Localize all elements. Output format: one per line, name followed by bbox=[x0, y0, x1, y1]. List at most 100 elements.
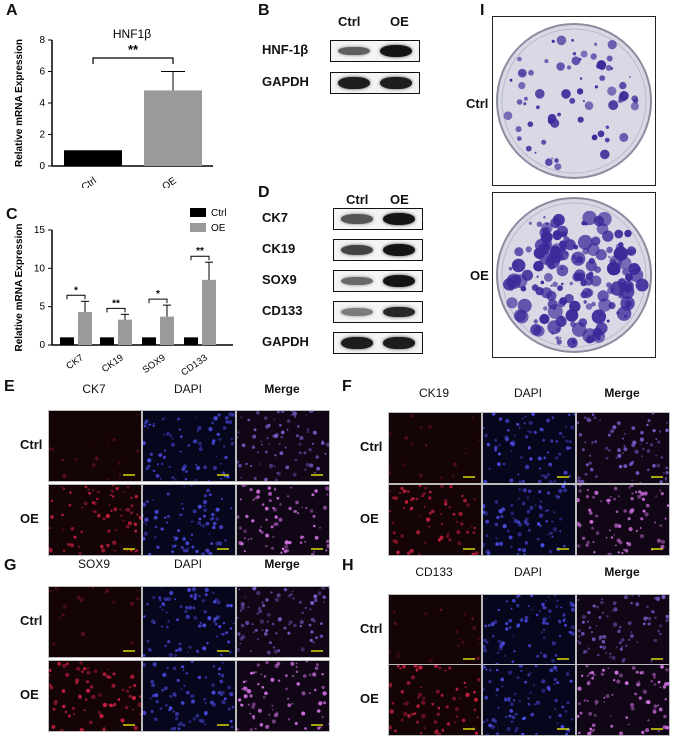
cell-dot bbox=[243, 686, 248, 691]
cell-dot bbox=[545, 600, 547, 602]
cell-dot bbox=[268, 499, 272, 503]
dish-ctrl-colony bbox=[528, 69, 534, 76]
if-h-ctrl-dapi-image bbox=[482, 594, 576, 666]
cell-dot bbox=[444, 502, 448, 506]
dish-ctrl-colony bbox=[551, 39, 555, 43]
cell-dot bbox=[416, 670, 419, 673]
micrograph-background bbox=[389, 413, 481, 483]
cell-dot bbox=[631, 595, 634, 597]
dish-oe-colony bbox=[560, 282, 564, 286]
cell-dot bbox=[559, 621, 561, 624]
cell-dot bbox=[195, 714, 200, 718]
cell-dot bbox=[449, 485, 453, 489]
micrograph-background bbox=[389, 595, 481, 665]
cell-dot bbox=[389, 509, 392, 513]
dish-oe-colony bbox=[606, 246, 613, 254]
cell-dot bbox=[274, 454, 277, 457]
cell-dot bbox=[68, 503, 72, 507]
cell-dot bbox=[525, 522, 530, 526]
cell-dot bbox=[618, 540, 623, 545]
cell-dot bbox=[218, 625, 222, 629]
cell-dot bbox=[301, 691, 306, 696]
panel-label-g: G bbox=[4, 557, 17, 574]
cell-dot bbox=[216, 600, 221, 605]
cell-dot bbox=[290, 661, 295, 666]
cell-dot bbox=[113, 507, 118, 512]
cell-dot bbox=[62, 663, 67, 668]
cell-dot bbox=[582, 536, 586, 540]
cell-dot bbox=[507, 428, 510, 432]
cell-dot bbox=[128, 694, 132, 698]
chart-c-bar-cd133-oe bbox=[202, 279, 216, 345]
cell-dot bbox=[113, 549, 116, 552]
cell-dot bbox=[613, 486, 618, 491]
cell-dot bbox=[218, 541, 223, 546]
cell-dot bbox=[309, 608, 312, 611]
dish-ctrl-colony bbox=[525, 145, 532, 152]
cell-dot bbox=[150, 679, 154, 684]
cell-dot bbox=[229, 719, 233, 723]
cell-dot bbox=[219, 525, 224, 530]
cell-dot bbox=[240, 623, 245, 628]
cell-dot bbox=[601, 668, 605, 672]
cell-dot bbox=[409, 549, 414, 553]
cell-dot bbox=[310, 617, 315, 622]
dish-ctrl-colony bbox=[619, 132, 629, 142]
cell-dot bbox=[650, 680, 653, 683]
cell-dot bbox=[277, 411, 280, 414]
cell-dot bbox=[483, 511, 489, 516]
cell-dot bbox=[306, 428, 309, 431]
dish-oe-colony bbox=[539, 251, 553, 265]
cell-dot bbox=[88, 491, 91, 495]
dish-oe-colony bbox=[569, 281, 573, 286]
dish-ctrl-colony bbox=[556, 62, 565, 71]
cell-dot bbox=[548, 462, 553, 467]
cell-dot bbox=[510, 607, 513, 610]
cell-dot bbox=[98, 693, 102, 697]
chart-a-ytick-label: 0 bbox=[39, 161, 45, 172]
cell-dot bbox=[588, 711, 593, 716]
cell-dot bbox=[50, 499, 54, 503]
cell-dot bbox=[666, 422, 668, 424]
dish-ctrl-colony bbox=[534, 151, 537, 154]
cell-dot bbox=[556, 681, 560, 685]
cell-dot bbox=[431, 509, 435, 514]
cell-dot bbox=[272, 708, 274, 711]
dish-ctrl-colony bbox=[576, 88, 584, 95]
dish-ctrl-colony bbox=[544, 59, 549, 64]
cell-dot bbox=[581, 674, 584, 677]
if-g-oe-marker-image bbox=[48, 660, 142, 732]
cell-dot bbox=[640, 431, 644, 435]
cell-dot bbox=[584, 416, 587, 419]
cell-dot bbox=[276, 471, 279, 475]
cell-dot bbox=[484, 433, 488, 438]
cell-dot bbox=[252, 498, 255, 501]
cell-dot bbox=[597, 653, 600, 657]
cell-dot bbox=[431, 702, 435, 706]
cell-dot bbox=[523, 716, 527, 720]
cell-dot bbox=[147, 423, 151, 426]
dish-oe-colony bbox=[570, 321, 576, 328]
cell-dot bbox=[256, 489, 261, 494]
panel-label-i: I bbox=[480, 2, 485, 19]
cell-dot bbox=[81, 506, 83, 509]
cell-dot bbox=[646, 423, 649, 427]
cell-dot bbox=[485, 718, 489, 722]
cell-dot bbox=[543, 606, 547, 610]
cell-dot bbox=[312, 641, 315, 644]
dish-ctrl-dish-rim bbox=[501, 28, 647, 174]
cell-dot bbox=[178, 428, 181, 431]
cell-dot bbox=[208, 427, 213, 432]
cell-dot bbox=[590, 671, 594, 675]
dish-oe-colony bbox=[588, 271, 594, 277]
cell-dot bbox=[646, 605, 649, 609]
cell-dot bbox=[665, 614, 669, 619]
cell-dot bbox=[240, 542, 244, 546]
cell-dot bbox=[506, 529, 510, 533]
cell-dot bbox=[54, 699, 58, 703]
cell-dot bbox=[606, 499, 610, 503]
cell-dot bbox=[509, 441, 514, 445]
cell-dot bbox=[592, 728, 596, 732]
cell-dot bbox=[555, 605, 559, 608]
cell-dot bbox=[252, 717, 256, 720]
